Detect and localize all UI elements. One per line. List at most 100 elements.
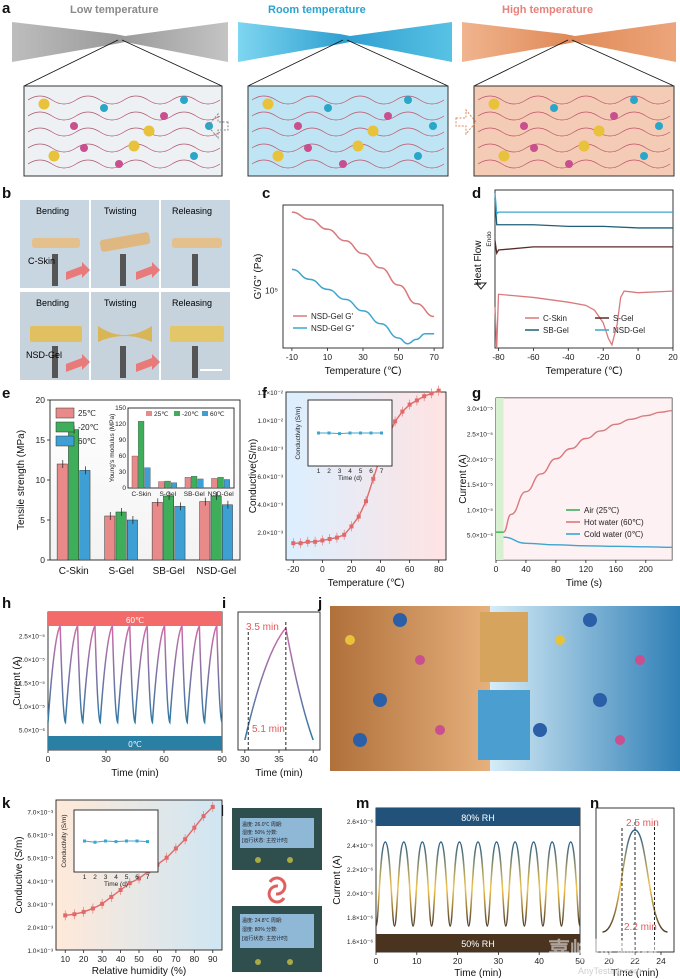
f-inset-point-2 (338, 432, 341, 436)
g-air-band (496, 398, 504, 560)
ag-ion (262, 98, 274, 110)
m-band-bottom-label: 50% RH (461, 939, 495, 949)
panel-label-f: f (262, 385, 268, 402)
h-ylabel: Current (A) (12, 656, 23, 705)
f-inset-xlabel: Time (d) (338, 475, 362, 482)
e-inset-legend-label-2: 60℃ (210, 411, 225, 418)
gly-molecule (533, 723, 547, 737)
m-xtick-label-3: 30 (494, 956, 504, 966)
k-xtick-label-7: 80 (190, 954, 200, 964)
d-legend-label-0: C-Skin (543, 314, 567, 323)
g-legend-label-2: Cold water (0℃) (584, 530, 644, 539)
anion (115, 160, 123, 168)
h-plot-frame (47, 611, 223, 751)
ion-particle (615, 735, 625, 745)
network-strand (27, 143, 221, 153)
j-network (345, 613, 645, 747)
f-inset-point-5 (369, 431, 373, 435)
e-inset-bar-0-1 (138, 421, 145, 489)
network-strand (251, 127, 445, 137)
network-strand (27, 127, 221, 137)
e-inset-bar-3-2 (223, 479, 230, 489)
screen2-line3: [运行状态: 主控计时] (242, 935, 288, 942)
specimen-low (12, 22, 228, 62)
k-inset-point-0 (83, 839, 86, 843)
c-ytick-label: 10⁵ (265, 286, 278, 296)
watermark-en: AnyTesting.com (578, 966, 642, 976)
anion (565, 160, 573, 168)
j-left-region (330, 606, 490, 771)
screen2-line2: 湿度: 80% 分数: (242, 926, 278, 933)
g-xtick-label-4: 160 (609, 564, 623, 574)
cation (550, 104, 558, 112)
zoom-lines (23, 39, 675, 87)
ag-ion (48, 150, 60, 162)
h-xtick-label-3: 90 (217, 754, 227, 764)
label-bending-1: Bending (36, 206, 69, 216)
specimen-room (238, 22, 452, 62)
n-xtick-label-2: 24 (656, 956, 666, 966)
d-series-1 (494, 240, 673, 256)
m-xtick-label-0: 0 (374, 956, 379, 966)
e-inset-legend-swatch-1 (174, 411, 180, 416)
m-xtick-label-2: 20 (453, 956, 463, 966)
i-xtick-label-1: 35 (274, 754, 284, 764)
g-ylabel: Current (A) (458, 454, 469, 503)
k-inset-ylabel: Conductivity (S/m) (61, 814, 68, 867)
gly-molecule (593, 693, 607, 707)
specimen-high (462, 22, 676, 62)
label-nsd-gel: NSD-Gel (26, 350, 62, 360)
i-plot-frame (237, 611, 321, 751)
f-inset-xtick-2: 3 (338, 468, 342, 475)
panel-label-i: i (222, 595, 226, 612)
f-xtick-label-1: 0 (320, 564, 325, 574)
g-xlabel: Time (s) (566, 578, 602, 589)
ag-ion (272, 150, 284, 162)
e-legend-swatch-0 (55, 407, 75, 419)
g-xtick-label-2: 80 (551, 564, 561, 574)
title-low-temp: Low temperature (70, 4, 159, 16)
network-box-low (23, 85, 223, 177)
i-xtick-label-2: 40 (308, 754, 318, 764)
ag-ion (352, 140, 364, 152)
f-xtick-label-5: 80 (434, 564, 444, 574)
screen2-line1: 温度: 24.8℃ 周期: (242, 917, 282, 924)
g-series-1 (503, 409, 673, 533)
anion (70, 122, 78, 130)
e-inset-bar-1-1 (164, 480, 171, 489)
ion-particle (635, 655, 645, 665)
e-inset-bar-3-1 (217, 477, 224, 489)
f-ytick-label-1: 4.0×10⁻³ (257, 502, 283, 509)
k-inset-xtick-6: 7 (146, 874, 150, 881)
ag-ion (38, 98, 50, 110)
i-annotation-bottom: 5.1 min (252, 724, 285, 735)
device-screen-1 (232, 808, 322, 870)
k-inset-xtick-1: 2 (93, 874, 97, 881)
f-inset-point-1 (327, 431, 331, 435)
e-inset-ytick-1: 30 (119, 469, 127, 476)
ag-ion (128, 140, 140, 152)
e-ytick-label-0: 0 (40, 555, 45, 565)
k-xtick-label-1: 20 (79, 954, 89, 964)
k-inset-xtick-3: 4 (114, 874, 118, 881)
e-inset-category-1: S-Gel (159, 491, 176, 498)
cation (640, 152, 648, 160)
c-xtick-label-3: 50 (394, 352, 404, 362)
ion-particle (415, 655, 425, 665)
m-ytick-label-1: 1.8×10⁻⁶ (347, 915, 373, 922)
c-xlabel: Temperature (℃) (325, 366, 402, 377)
c-ylabel: G'/G'' (Pa) (253, 254, 264, 300)
cation (324, 104, 332, 112)
k-xtick-label-0: 10 (60, 954, 70, 964)
d-series-2 (494, 197, 673, 229)
g-ytick-label-5: 3.0×10⁻⁵ (467, 406, 493, 413)
cation (100, 104, 108, 112)
e-bar-2-1 (163, 495, 174, 561)
network-strand (477, 159, 671, 169)
f-inset-xtick-1: 2 (327, 468, 331, 475)
e-inset-ytick-3: 90 (119, 437, 127, 444)
anion (294, 122, 302, 130)
g-xtick-label-5: 200 (639, 564, 653, 574)
k-xtick-label-8: 90 (208, 954, 218, 964)
